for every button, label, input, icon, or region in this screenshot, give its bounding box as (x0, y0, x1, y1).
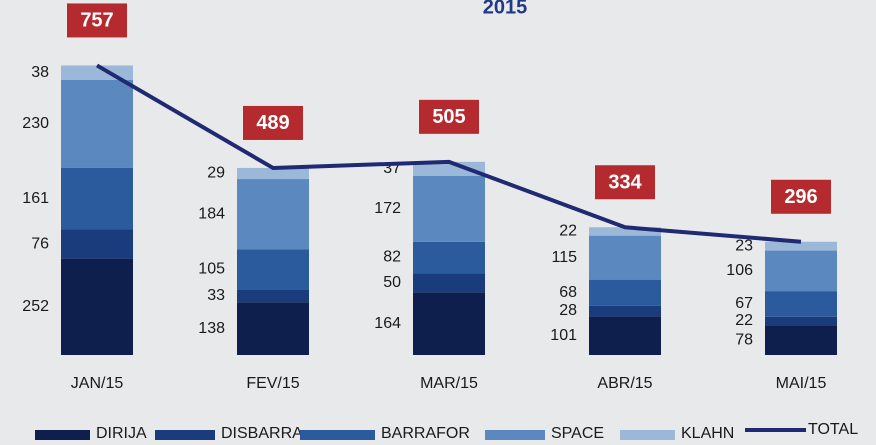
x-tick-label: JAN/15 (71, 375, 124, 392)
legend-swatch (300, 430, 375, 440)
total-line (95, 63, 802, 244)
bar-segment (765, 241, 837, 251)
x-tick-label: MAI/15 (776, 375, 827, 392)
bar-segment (237, 289, 309, 303)
x-tick-label: MAR/15 (420, 375, 478, 392)
chart-title: 2015 (483, 0, 528, 18)
bar-segment (765, 250, 837, 292)
legend-label: DIRIJA (96, 425, 147, 442)
bar-segment (589, 305, 661, 317)
data-label: 172 (374, 200, 401, 217)
bar-segment (589, 227, 661, 236)
bar-segment (237, 167, 309, 180)
total-label-box (67, 3, 127, 38)
bar-segment (237, 249, 309, 290)
bar-segment (589, 316, 661, 355)
bar-segment (765, 325, 837, 355)
data-label: 67 (735, 295, 753, 312)
bar-segment (413, 161, 485, 176)
bar-segment (61, 79, 133, 168)
legend-label: TOTAL (808, 421, 858, 438)
data-label: 82 (383, 249, 401, 266)
data-label: 29 (207, 165, 225, 182)
bar-segment (413, 241, 485, 274)
bar-segment (589, 235, 661, 280)
bar-segment (237, 302, 309, 355)
data-label: 28 (559, 302, 577, 319)
legend-swatch (155, 430, 215, 440)
data-label: 50 (383, 274, 401, 291)
data-label: 184 (198, 205, 225, 222)
data-label: 38 (31, 64, 49, 81)
data-label: 22 (559, 223, 577, 240)
data-label: 78 (735, 331, 753, 348)
total-label-box (419, 99, 479, 134)
data-label: 164 (374, 315, 401, 332)
bar-segment (589, 279, 661, 306)
total-label: 296 (784, 186, 817, 208)
bar-segment (413, 273, 485, 293)
total-label: 505 (432, 106, 465, 128)
bar-segment (413, 175, 485, 242)
data-label: 115 (551, 249, 577, 266)
total-label-box (595, 165, 655, 200)
bar-segment (765, 316, 837, 326)
data-label: 22 (735, 312, 753, 329)
total-label: 334 (608, 172, 642, 194)
data-label: 33 (207, 287, 225, 304)
data-label: 23 (735, 237, 753, 254)
bar-segment (61, 167, 133, 230)
data-label: 76 (31, 235, 49, 252)
legend-swatch (35, 430, 90, 440)
data-label: 101 (550, 327, 577, 344)
data-label: 138 (198, 320, 225, 337)
data-label: 105 (198, 261, 225, 278)
total-label: 489 (256, 112, 289, 134)
bar-segment (61, 258, 133, 355)
legend-label: SPACE (551, 425, 604, 442)
data-label: 252 (22, 298, 49, 315)
legend-label: BARRAFOR (381, 425, 470, 442)
legend-label: DISBARRA (221, 425, 303, 442)
legend-swatch (620, 430, 675, 440)
x-tick-label: FEV/15 (246, 375, 299, 392)
total-label-box (243, 105, 303, 140)
total-label: 757 (80, 10, 113, 32)
data-label: 161 (22, 190, 49, 207)
data-label: 68 (559, 284, 577, 301)
x-tick-label: ABR/15 (597, 375, 652, 392)
bar-segment (61, 229, 133, 259)
data-label: 106 (726, 262, 753, 279)
data-label: 230 (22, 115, 49, 132)
total-label-box (771, 179, 831, 214)
legend-swatch (485, 430, 545, 440)
legend-label: KLAHN (681, 425, 734, 442)
bar-segment (413, 292, 485, 355)
bar-segment (765, 291, 837, 317)
bar-segment (237, 179, 309, 250)
